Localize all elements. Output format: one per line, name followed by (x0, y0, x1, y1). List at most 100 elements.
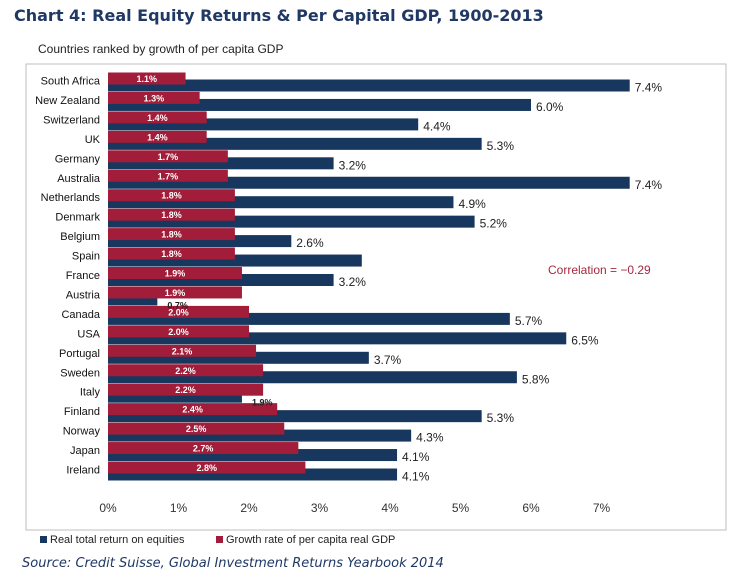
equity-value-label: 5.3% (487, 139, 515, 153)
x-tick-label: 1% (170, 501, 188, 515)
gdp-value-label: 2.4% (182, 405, 203, 415)
equity-value-label: 3.2% (339, 158, 367, 172)
equity-value-label: 4.4% (423, 119, 451, 133)
category-label: UK (85, 134, 101, 146)
correlation-annotation: Correlation = −0.29 (548, 263, 651, 277)
category-label: Canada (61, 309, 100, 321)
category-label: Japan (70, 445, 100, 457)
gdp-bar (108, 150, 228, 163)
equity-value-label: 5.7% (515, 314, 543, 328)
gdp-value-label: 2.7% (193, 444, 214, 454)
equity-value-label: 0.7% (167, 300, 188, 310)
category-label: Austria (66, 289, 101, 301)
gdp-bar (108, 461, 306, 474)
gdp-value-label: 1.7% (158, 152, 179, 162)
x-tick-label: 3% (311, 501, 329, 515)
gdp-value-label: 2.5% (186, 424, 207, 434)
gdp-value-label: 1.8% (161, 210, 182, 220)
category-label: USA (77, 328, 100, 340)
category-label: Germany (55, 153, 101, 165)
x-tick-label: 0% (99, 501, 117, 515)
gdp-value-label: 2.8% (196, 463, 217, 473)
category-label: Sweden (60, 367, 100, 379)
x-tick-label: 5% (452, 501, 470, 515)
legend: Real total return on equities Growth rat… (40, 534, 395, 546)
equity-value-label: 5.2% (480, 217, 508, 231)
gdp-bar (108, 228, 235, 241)
equity-value-label: 2.6% (296, 236, 324, 250)
gdp-value-label: 1.7% (158, 171, 179, 181)
category-label: Belgium (60, 231, 100, 243)
equity-bar (108, 79, 630, 92)
gdp-bar (108, 383, 264, 396)
gdp-value-label: 2.2% (175, 385, 196, 395)
category-label: Spain (72, 251, 100, 263)
gdp-value-label: 2.0% (168, 307, 189, 317)
equity-value-label: 5.8% (522, 372, 550, 386)
gdp-value-label: 1.8% (161, 191, 182, 201)
equity-value-label: 5.3% (487, 411, 515, 425)
category-label: Switzerland (43, 114, 100, 126)
equity-value-label: 3.7% (374, 353, 402, 367)
gdp-bar (108, 91, 200, 104)
legend-label-equity: Real total return on equities (50, 534, 185, 546)
category-label: New Zealand (35, 95, 100, 107)
x-tick-label: 2% (240, 501, 258, 515)
gdp-value-label: 1.8% (161, 230, 182, 240)
equity-value-label: 7.4% (635, 81, 663, 95)
gdp-bar (108, 344, 257, 357)
gdp-bar (108, 130, 207, 143)
gdp-bar (108, 111, 207, 124)
equity-value-label: 6.5% (571, 333, 599, 347)
gdp-bar (108, 422, 285, 435)
x-tick-label: 4% (381, 501, 399, 515)
gdp-value-label: 1.4% (147, 132, 168, 142)
gdp-value-label: 1.8% (161, 249, 182, 259)
gdp-value-label: 1.4% (147, 113, 168, 123)
gdp-value-label: 1.1% (137, 74, 158, 84)
category-label: Finland (64, 406, 100, 418)
equity-value-label: 4.1% (402, 450, 430, 464)
gdp-bar (108, 208, 235, 221)
category-label: Italy (80, 387, 101, 399)
x-tick-label: 6% (522, 501, 540, 515)
gdp-bar (108, 442, 299, 455)
category-label: Australia (57, 173, 101, 185)
gdp-bar (108, 325, 249, 338)
category-label: Ireland (66, 465, 100, 477)
legend-swatch-equity (40, 536, 47, 543)
equity-bar (108, 176, 630, 189)
gdp-bar (108, 169, 228, 182)
legend-label-gdp: Growth rate of per capita real GDP (226, 534, 395, 546)
category-label: Denmark (55, 212, 100, 224)
category-label: Norway (63, 426, 101, 438)
equity-bar (108, 98, 531, 111)
equity-bar (108, 118, 419, 131)
gdp-value-label: 2.2% (175, 366, 196, 376)
gdp-bar (108, 286, 242, 299)
chart-subtitle: Countries ranked by growth of per capita… (38, 42, 284, 56)
legend-swatch-gdp (216, 536, 223, 543)
equity-value-label: 4.3% (416, 431, 444, 445)
chart-title: Chart 4: Real Equity Returns & Per Capit… (14, 6, 544, 25)
equity-value-label: 4.9% (458, 197, 486, 211)
equity-value-label: 1.9% (252, 398, 273, 408)
gdp-value-label: 2.1% (172, 346, 193, 356)
gdp-bar (108, 267, 242, 279)
equity-value-label: 6.0% (536, 100, 564, 114)
gdp-value-label: 2.0% (168, 327, 189, 337)
gdp-bar (108, 403, 278, 416)
gdp-value-label: 1.9% (165, 288, 186, 298)
equity-value-label: 7.4% (635, 178, 663, 192)
equity-value-label: 3.2% (339, 275, 367, 289)
gdp-bar (108, 305, 249, 318)
equity-value-label: 4.1% (402, 470, 430, 484)
category-label: South Africa (41, 76, 101, 88)
plot-frame (25, 63, 727, 531)
gdp-bar (108, 72, 186, 85)
category-label: Portugal (59, 348, 100, 360)
equity-bar (108, 254, 362, 267)
gdp-value-label: 1.3% (144, 93, 165, 103)
gdp-bar (108, 247, 235, 260)
